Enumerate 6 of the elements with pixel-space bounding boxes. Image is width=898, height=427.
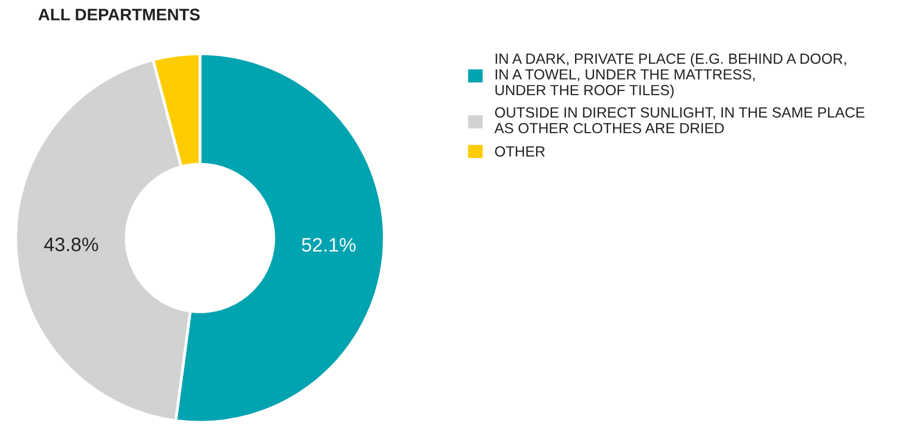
chart-title: ALL DEPARTMENTS [38, 8, 200, 20]
legend-label: OUTSIDE IN DIRECT SUNLIGHT, IN THE SAME PLACE AS OTHER CLOTHES ARE DRIED [494, 107, 864, 134]
data-label: 43.8% [44, 238, 98, 252]
legend-label: OTHER [495, 146, 545, 157]
legend-label: IN A DARK, PRIVATE PLACE (E.G. BEHIND A DOOR, IN A TOWEL, UNDER THE MATTRESS, UNDER THE ROOF TILES) [496, 53, 846, 98]
data-label: 52.1% [302, 238, 356, 252]
